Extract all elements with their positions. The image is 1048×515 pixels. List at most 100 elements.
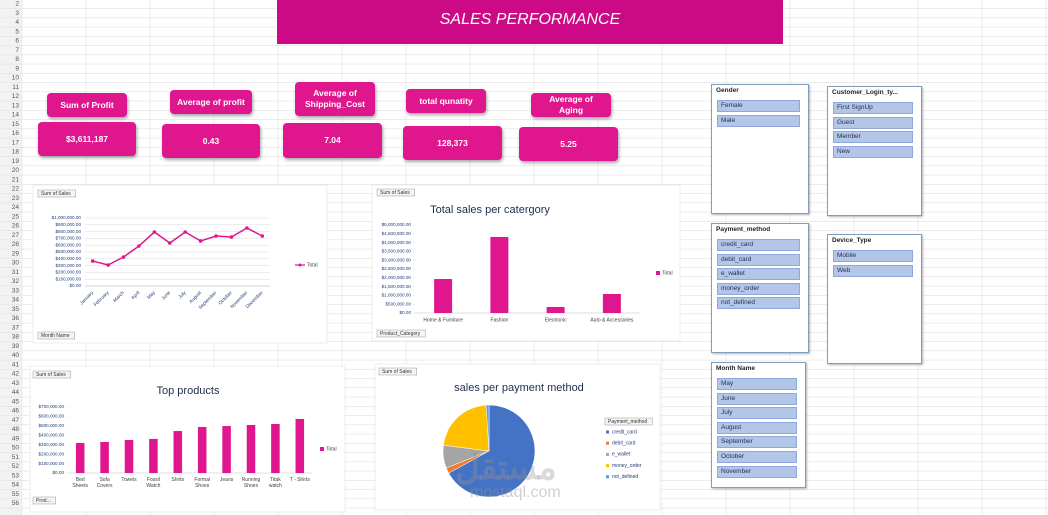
legend-label: credit_card <box>612 429 637 435</box>
row-number: 29 <box>12 250 20 257</box>
pie-slice <box>443 404 490 452</box>
legend-swatch <box>606 452 609 456</box>
field-button[interactable] <box>376 188 415 197</box>
x-tick-label: T - Shirts <box>289 477 310 483</box>
row-number: 52 <box>12 463 20 470</box>
title-banner <box>277 0 783 44</box>
row-number: 44 <box>12 389 20 396</box>
x-tick-label: Shirts <box>171 477 185 483</box>
row-number: 56 <box>12 500 20 507</box>
kpi-value: 128,373 <box>403 126 502 160</box>
slicer-item[interactable]: October <box>717 451 797 463</box>
slicer-item[interactable]: not_defined <box>717 297 800 310</box>
point <box>245 226 249 230</box>
slicer-title: Month Name <box>716 365 755 372</box>
row-number: 47 <box>12 417 20 424</box>
y-tick-label: $3,000,000.00 <box>382 257 412 262</box>
y-tick-label: $3,500,000.00 <box>382 249 412 254</box>
row-number: 41 <box>12 361 20 368</box>
legend-swatch <box>320 447 324 451</box>
y-tick-label: $2,000,000.00 <box>382 275 412 280</box>
row-number: 43 <box>12 380 20 387</box>
row-number: 32 <box>12 278 20 285</box>
row-number: 23 <box>12 195 20 202</box>
row-number: 55 <box>12 491 20 498</box>
y-tick-label: $300,000.00 <box>55 263 81 268</box>
row-number: 6 <box>15 38 19 45</box>
x-tick-label: April <box>130 290 141 301</box>
y-tick-label: $0.00 <box>53 470 65 475</box>
x-tick-label: Home & Furniture <box>423 317 463 323</box>
row-number: 24 <box>12 204 20 211</box>
slicer-item[interactable]: Web <box>833 264 913 277</box>
legend-label: Total <box>662 270 673 276</box>
row-number: 51 <box>12 454 20 461</box>
row-number: 30 <box>12 260 20 267</box>
dashboard-title: SALES PERFORMANCE <box>440 11 621 28</box>
kpi-label: total qunatity <box>406 89 486 113</box>
field-button[interactable] <box>37 189 76 198</box>
x-tick-label: Towels <box>121 477 137 483</box>
field-button-label: Prod... <box>36 498 51 504</box>
slicer-item[interactable]: Member <box>833 131 913 144</box>
chart-title: Top products <box>157 385 220 397</box>
y-tick-label: $500,000.00 <box>38 423 64 428</box>
slicer-item[interactable]: e_wallet <box>717 268 800 281</box>
slicer-item[interactable]: Mobile <box>833 250 913 262</box>
field-button[interactable] <box>376 329 426 338</box>
slicer-item[interactable]: Female <box>717 100 800 112</box>
slicer-item[interactable]: May <box>717 378 797 390</box>
slicer-item[interactable]: August <box>717 421 797 434</box>
x-tick-label: Fossil Watch <box>146 477 161 489</box>
legend-label: Total <box>326 446 337 452</box>
field-button-label: Sum of Sales <box>382 369 412 375</box>
row-number: 15 <box>12 121 20 128</box>
row-number: 9 <box>15 65 19 72</box>
bar <box>546 307 565 313</box>
row-number: 10 <box>12 75 20 82</box>
bar <box>173 431 183 473</box>
slicer-item[interactable]: First SignUp <box>833 102 913 114</box>
field-button[interactable] <box>32 496 56 505</box>
slicer-item[interactable]: New <box>833 145 913 158</box>
field-button[interactable] <box>32 370 71 379</box>
chart-area <box>371 184 681 342</box>
row-number: 54 <box>12 482 20 489</box>
field-button[interactable] <box>378 367 417 376</box>
legend-swatch <box>606 441 609 445</box>
slicer-item[interactable]: Guest <box>833 116 913 129</box>
slicer-item[interactable]: June <box>717 392 797 405</box>
slicer-item[interactable]: debit_card <box>717 253 800 266</box>
pie-slice <box>485 404 490 452</box>
bar <box>124 440 134 473</box>
slicer-item[interactable]: November <box>717 465 797 478</box>
slicer-item[interactable]: July <box>717 407 797 420</box>
chart-title: Total sales per catergory <box>430 204 550 216</box>
field-button[interactable] <box>37 331 75 340</box>
x-tick-label: Titak watch <box>268 477 282 489</box>
slicer-item[interactable]: credit_card <box>717 239 800 251</box>
point <box>260 234 265 238</box>
row-number: 46 <box>12 408 20 415</box>
legend-label: Total <box>307 262 318 268</box>
legend-label: debit_card <box>612 441 636 447</box>
y-tick-label: $600,000.00 <box>38 414 64 419</box>
point <box>106 263 110 267</box>
y-tick-label: $400,000.00 <box>38 433 64 438</box>
kpi-value: 0.43 <box>162 124 260 158</box>
row-number: 25 <box>12 213 20 220</box>
y-tick-label: $1,000,000.00 <box>382 293 412 298</box>
slicer-item[interactable]: September <box>717 436 797 449</box>
row-number: 12 <box>12 93 20 100</box>
y-tick-label: $2,500,000.00 <box>382 266 412 271</box>
slicer-item[interactable]: Male <box>717 114 800 127</box>
field-button-label: Sum of Sales <box>41 191 71 197</box>
x-tick-label: Sofa Covers <box>96 477 113 489</box>
slicer-title: Device_Type <box>832 237 872 244</box>
slicer-item[interactable]: money_order <box>717 282 800 295</box>
y-tick-label: $500,000.00 <box>55 249 81 254</box>
kpi-label: Sum of Profit <box>47 93 127 117</box>
row-number: 22 <box>12 186 20 193</box>
field-button[interactable] <box>604 417 653 426</box>
